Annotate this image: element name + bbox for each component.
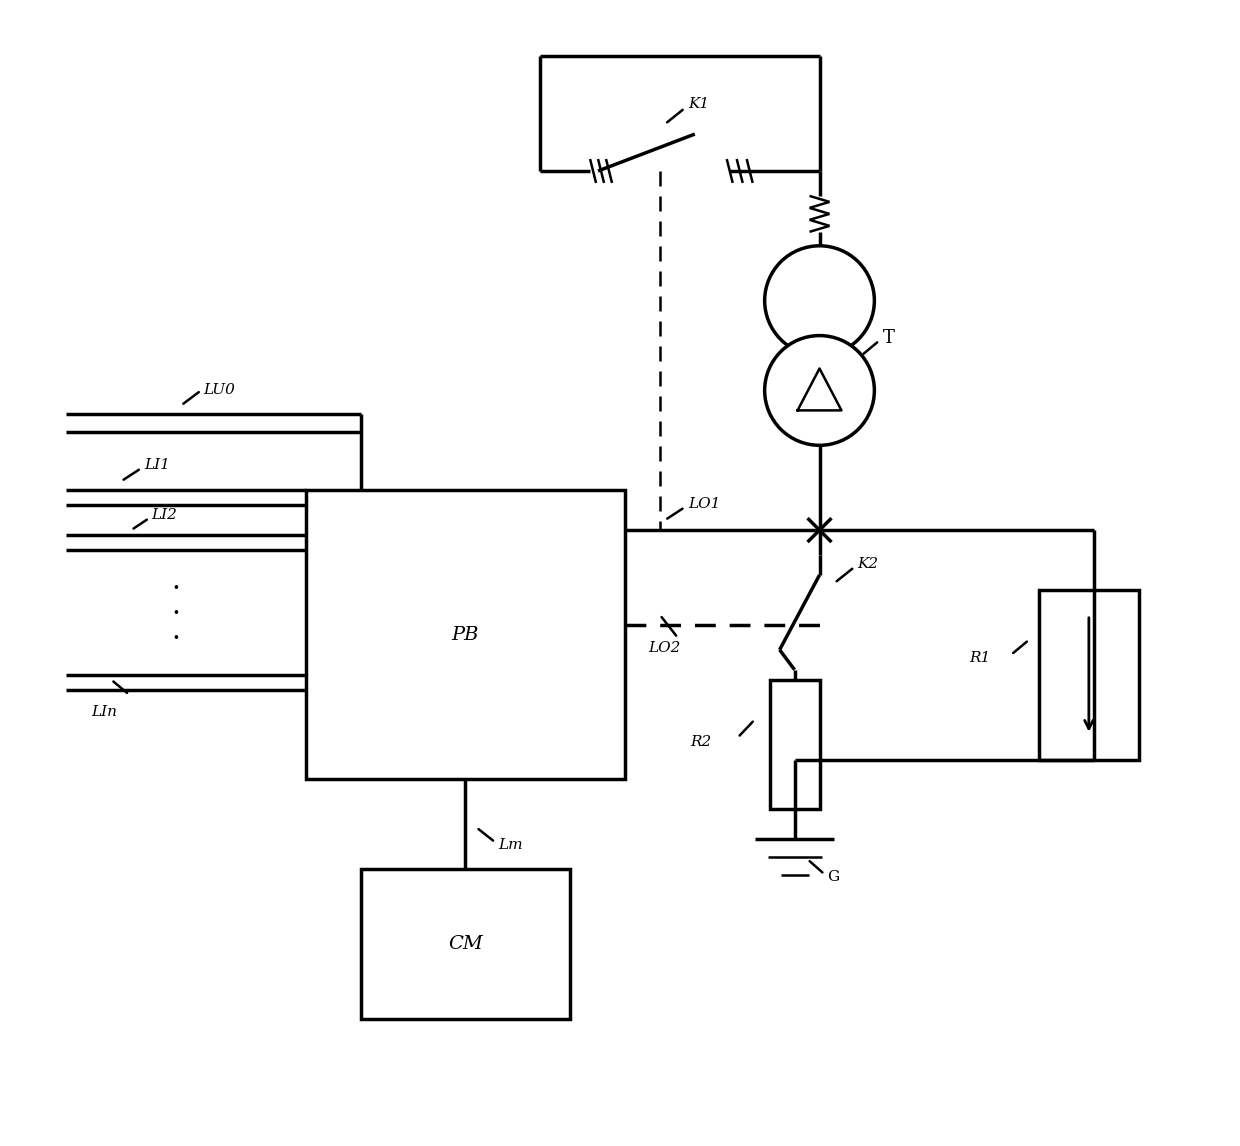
Text: R1: R1 bbox=[970, 651, 991, 665]
Text: LI2: LI2 bbox=[151, 508, 177, 523]
Text: LO2: LO2 bbox=[649, 641, 681, 654]
Text: G: G bbox=[827, 870, 839, 885]
Circle shape bbox=[765, 245, 874, 355]
Text: Lm: Lm bbox=[498, 839, 523, 853]
Text: ·: · bbox=[171, 602, 181, 628]
Text: LO1: LO1 bbox=[688, 497, 720, 511]
Bar bbox=[1039, 590, 1138, 760]
Text: ·: · bbox=[171, 627, 181, 653]
Text: CM: CM bbox=[448, 935, 482, 953]
Text: K1: K1 bbox=[688, 97, 709, 111]
Text: T: T bbox=[883, 329, 895, 346]
Text: ·: · bbox=[171, 576, 181, 604]
Text: LI1: LI1 bbox=[144, 458, 170, 472]
Bar bbox=[306, 490, 625, 779]
Bar bbox=[361, 870, 570, 1019]
Circle shape bbox=[765, 336, 874, 446]
Text: K2: K2 bbox=[857, 557, 879, 571]
Text: PB: PB bbox=[451, 626, 479, 644]
Text: R2: R2 bbox=[689, 735, 711, 748]
Bar bbox=[770, 680, 820, 809]
Text: LIn: LIn bbox=[92, 705, 118, 719]
Text: LU0: LU0 bbox=[203, 384, 234, 398]
